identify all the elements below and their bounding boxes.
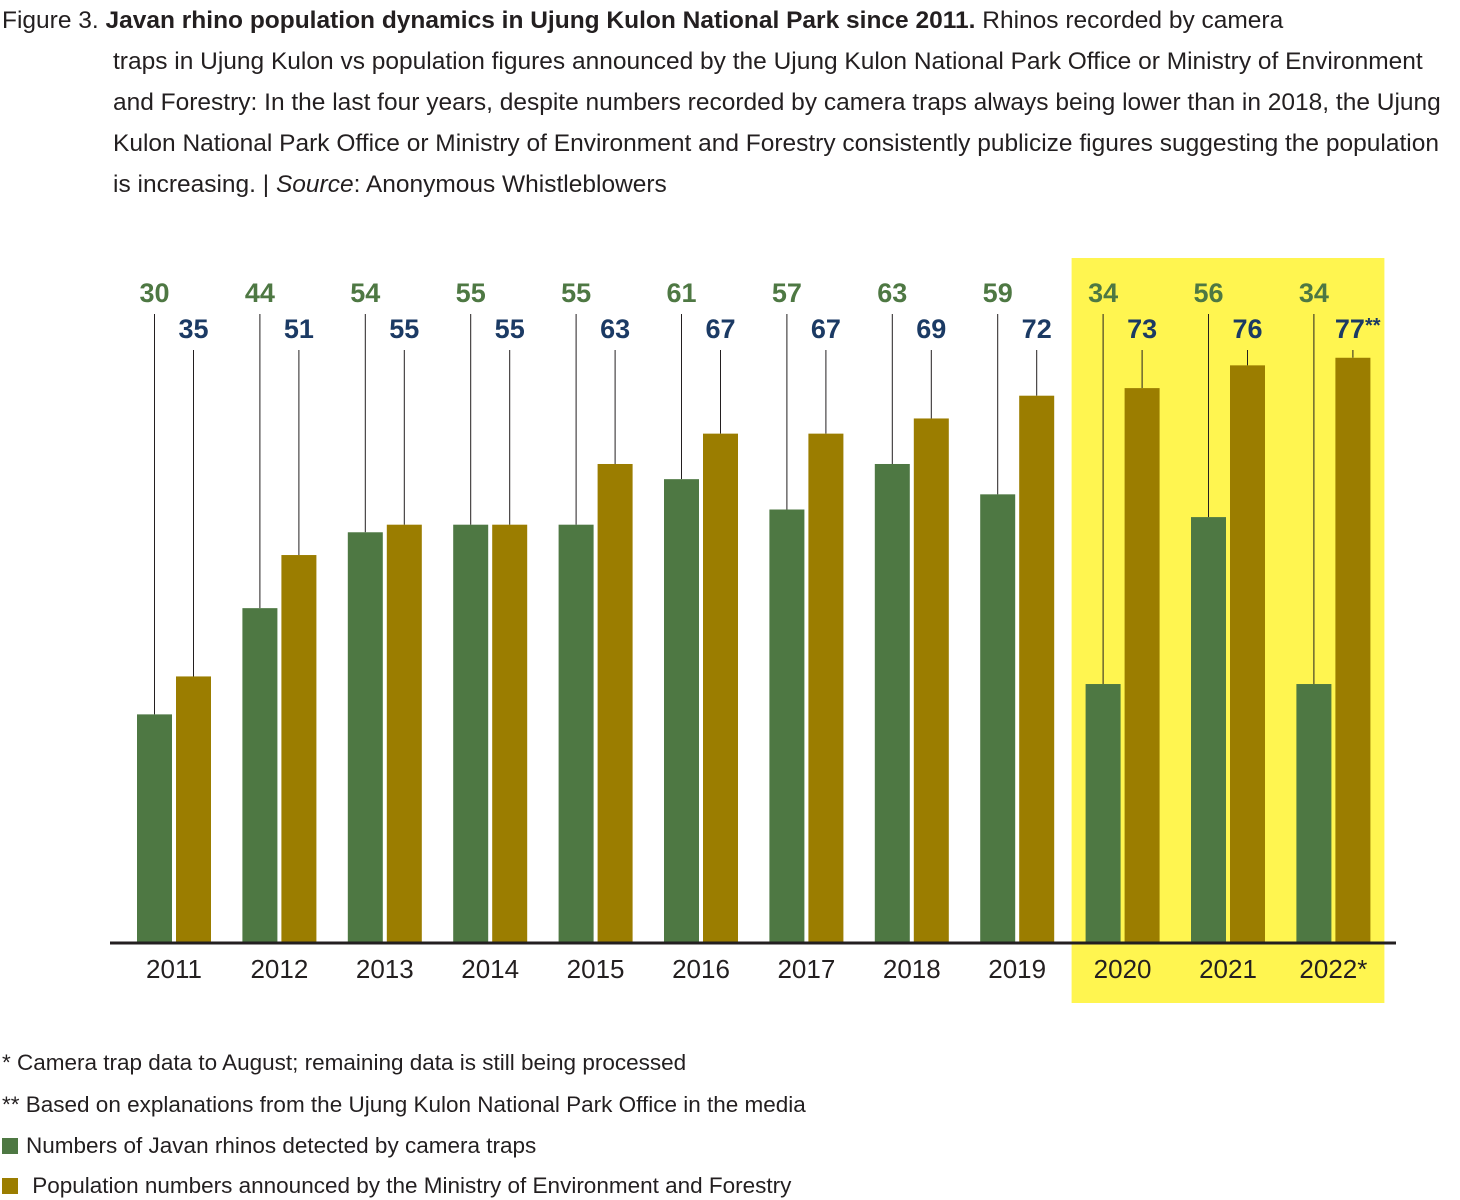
legend-label-ministry: Population numbers announced by the Mini… bbox=[26, 1173, 792, 1198]
legend-item-ministry: Population numbers announced by the Mini… bbox=[2, 1173, 791, 1199]
data-label-ministry: 67 bbox=[705, 314, 735, 344]
x-tick-label: 2021 bbox=[1199, 954, 1257, 984]
caption-line1-rest: Rhinos recorded by camera bbox=[975, 7, 1284, 34]
figure-caption: Figure 3. Javan rhino population dynamic… bbox=[2, 0, 1458, 205]
data-label-ministry: 73 bbox=[1127, 314, 1157, 344]
data-label-ministry: 67 bbox=[811, 314, 841, 344]
footnote-2: ** Based on explanations from the Ujung … bbox=[2, 1092, 806, 1117]
data-label-ministry: 63 bbox=[600, 314, 630, 344]
bar-ministry bbox=[1124, 388, 1160, 942]
data-label-camera: 54 bbox=[350, 278, 380, 308]
data-label-suffix: ** bbox=[1365, 315, 1381, 337]
caption-source-label: Source bbox=[275, 171, 354, 198]
x-tick-label: 2015 bbox=[567, 954, 625, 984]
data-label-ministry: 55 bbox=[495, 314, 525, 344]
x-tick-label: 2022* bbox=[1299, 954, 1367, 984]
caption-title: Javan rhino population dynamics in Ujung… bbox=[105, 7, 976, 34]
data-label-camera: 30 bbox=[139, 278, 169, 308]
bar-camera bbox=[347, 532, 383, 942]
x-tick-label: 2020 bbox=[1094, 954, 1152, 984]
footnote-1: * Camera trap data to August; remaining … bbox=[2, 1050, 687, 1075]
bar-ministry bbox=[913, 418, 949, 942]
data-label-camera: 55 bbox=[561, 278, 591, 308]
data-label-camera: 63 bbox=[877, 278, 907, 308]
x-tick-label: 2016 bbox=[672, 954, 730, 984]
x-tick-label: 2011 bbox=[146, 954, 202, 984]
bar-ministry bbox=[808, 433, 844, 942]
data-label-camera: 34 bbox=[1088, 278, 1118, 308]
legend-label-camera: Numbers of Javan rhinos detected by came… bbox=[26, 1133, 537, 1158]
data-label-ministry: 51 bbox=[284, 314, 314, 344]
bar-camera bbox=[453, 524, 489, 942]
data-label-ministry: 72 bbox=[1022, 314, 1052, 344]
bar-ministry bbox=[1230, 365, 1265, 943]
bar-camera bbox=[664, 479, 699, 942]
bar-ministry bbox=[176, 676, 211, 942]
data-label-camera: 55 bbox=[456, 278, 486, 308]
bar-ministry bbox=[703, 433, 738, 942]
bar-ministry bbox=[1335, 357, 1371, 942]
data-label-camera: 61 bbox=[666, 278, 696, 308]
x-tick-label: 2013 bbox=[356, 954, 414, 984]
data-label-ministry: 55 bbox=[389, 314, 419, 344]
data-label-ministry: 77** bbox=[1335, 314, 1381, 344]
bar-camera bbox=[980, 494, 1016, 942]
caption-source-text: : Anonymous Whistleblowers bbox=[353, 171, 667, 198]
x-tick-label: 2014 bbox=[461, 954, 519, 984]
bar-camera bbox=[137, 714, 172, 942]
x-tick-label: 2012 bbox=[250, 954, 308, 984]
data-label-camera: 44 bbox=[245, 278, 275, 308]
caption-line-1: Figure 3. Javan rhino population dynamic… bbox=[2, 0, 1458, 41]
data-label-camera: 59 bbox=[983, 278, 1013, 308]
bar-ministry bbox=[281, 555, 317, 942]
data-label-camera: 56 bbox=[1193, 278, 1223, 308]
bar-camera bbox=[1296, 684, 1332, 942]
bar-camera bbox=[558, 524, 594, 942]
caption-prefix: Figure 3. bbox=[2, 7, 106, 34]
legend-swatch-camera bbox=[2, 1138, 18, 1154]
bar-camera bbox=[1191, 517, 1226, 942]
x-tick-label: 2017 bbox=[777, 954, 835, 984]
data-label-camera: 34 bbox=[1299, 278, 1329, 308]
bar-ministry bbox=[1019, 395, 1055, 942]
caption-body-block: traps in Ujung Kulon vs population figur… bbox=[2, 41, 1458, 205]
data-label-camera: 57 bbox=[772, 278, 802, 308]
bar-ministry bbox=[492, 524, 528, 942]
caption-body: traps in Ujung Kulon vs population figur… bbox=[113, 48, 1441, 198]
data-label-ministry: 35 bbox=[178, 314, 208, 344]
bar-chart: 30 35 2011 44 51 2012 54 55 2013 55 55 2014 55 63 2015… bbox=[110, 258, 1396, 1003]
bar-ministry bbox=[386, 524, 422, 942]
bar-ministry bbox=[597, 463, 633, 942]
highlight-band bbox=[1071, 258, 1385, 1003]
legend-swatch-ministry bbox=[2, 1178, 18, 1194]
data-label-ministry: 69 bbox=[916, 314, 946, 344]
legend-item-camera: Numbers of Javan rhinos detected by came… bbox=[2, 1133, 536, 1159]
data-label-ministry: 76 bbox=[1232, 314, 1262, 344]
bar-camera bbox=[242, 608, 278, 942]
bar-camera bbox=[1085, 684, 1121, 942]
bar-camera bbox=[769, 509, 805, 942]
bar-camera bbox=[874, 463, 910, 942]
x-tick-label: 2019 bbox=[988, 954, 1046, 984]
x-tick-label: 2018 bbox=[883, 954, 941, 984]
